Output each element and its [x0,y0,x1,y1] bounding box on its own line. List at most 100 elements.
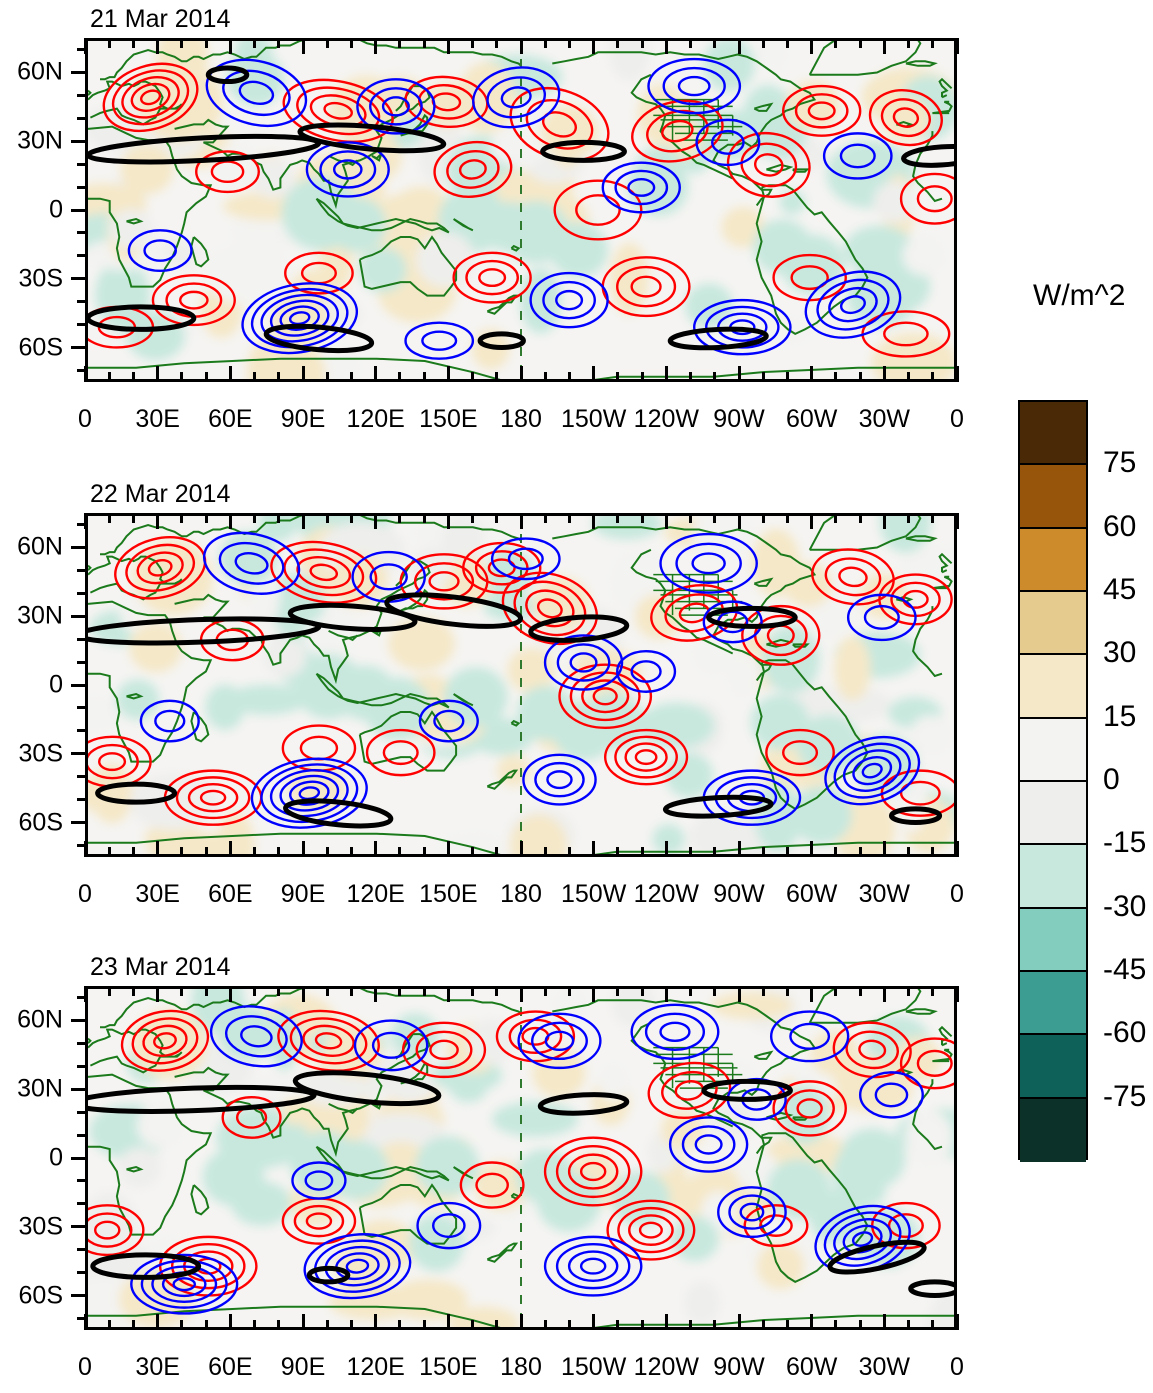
x-axis-tick [810,1314,814,1330]
colorbar-cell [1020,655,1086,719]
coastlines [88,516,954,854]
x-axis-minor-tick [713,38,717,48]
x-axis-tick-label: 180 [500,405,542,433]
x-axis-minor-tick [131,986,135,996]
x-axis-minor-tick [543,372,547,382]
x-axis-minor-tick [277,372,281,382]
x-axis-minor-tick [834,38,838,48]
x-axis-tick [83,1314,87,1330]
x-axis-minor-tick [640,847,644,857]
x-axis-minor-tick [931,986,935,996]
x-axis-tick-label: 150E [419,880,478,908]
x-axis-minor-tick [277,847,281,857]
x-axis-minor-tick [204,513,208,523]
x-axis-minor-tick [495,513,499,523]
y-axis-tick [71,1087,87,1091]
x-axis-minor-tick [398,986,402,996]
x-axis-minor-tick [277,986,281,996]
x-axis-tick [301,366,305,382]
x-axis-tick [374,986,378,1002]
x-axis-tick [446,366,450,382]
x-axis-tick-label: 0 [78,1353,92,1381]
x-axis-tick-label: 60E [208,1353,253,1381]
x-axis-minor-tick [640,1320,644,1330]
x-axis-minor-tick [495,986,499,996]
y-axis-minor-tick [77,798,87,802]
x-axis-minor-tick [543,513,547,523]
x-axis-minor-tick [422,847,426,857]
x-axis-minor-tick [689,38,693,48]
x-axis-tick-label: 120E [346,1353,405,1381]
x-axis-minor-tick [349,847,353,857]
x-axis-tick [737,986,741,1002]
y-axis-minor-tick [77,522,87,526]
x-axis-tick [955,38,959,54]
y-axis-minor-tick [77,93,87,97]
colorbar-cell [1020,782,1086,846]
x-axis-tick [519,38,523,54]
y-axis-tick [71,614,87,618]
x-axis-tick [446,38,450,54]
x-axis-minor-tick [931,1320,935,1330]
x-axis-minor-tick [858,38,862,48]
x-axis-minor-tick [398,513,402,523]
x-axis-tick [592,366,596,382]
x-axis-minor-tick [349,513,353,523]
colorbar-cell [1020,908,1086,972]
x-axis-minor-tick [640,986,644,996]
y-axis-minor-tick [77,369,87,373]
x-axis-minor-tick [858,847,862,857]
colorbar-cell [1020,718,1086,782]
x-axis-tick [519,1314,523,1330]
x-axis-tick [83,38,87,54]
x-axis-tick-label: 90E [280,880,326,908]
x-axis-tick [301,841,305,857]
y-axis-tick [71,1294,87,1298]
x-axis-minor-tick [616,847,620,857]
x-axis-minor-tick [907,986,911,996]
x-axis-tick [810,513,814,529]
x-axis-minor-tick [471,513,475,523]
x-axis-tick [301,986,305,1002]
x-axis-minor-tick [180,38,184,48]
x-axis-minor-tick [931,847,935,857]
x-axis-minor-tick [253,372,257,382]
x-axis-minor-tick [422,1320,426,1330]
x-axis-tick [156,986,160,1002]
y-axis-tick-label: 60S [18,333,63,362]
x-axis-tick [228,1314,232,1330]
x-axis-minor-tick [689,847,693,857]
y-axis-minor-tick [77,1179,87,1183]
x-axis-tick [810,366,814,382]
x-axis-tick [664,1314,668,1330]
y-axis-minor-tick [77,323,87,327]
x-axis-minor-tick [543,847,547,857]
x-axis-minor-tick [567,847,571,857]
x-axis-minor-tick [180,513,184,523]
x-axis-minor-tick [180,986,184,996]
x-axis-minor-tick [107,513,111,523]
x-axis-minor-tick [616,513,620,523]
x-axis-minor-tick [567,986,571,996]
x-axis-tick [810,38,814,54]
x-axis-minor-tick [834,513,838,523]
y-axis-tick [71,683,87,687]
x-axis-tick [228,38,232,54]
y-axis-minor-tick [77,660,87,664]
x-axis-minor-tick [349,38,353,48]
x-axis-minor-tick [907,38,911,48]
x-axis-tick-label: 0 [950,1353,964,1381]
x-axis-tick-label: 90E [280,405,326,433]
panel-title: 22 Mar 2014 [90,480,231,508]
x-axis-minor-tick [422,513,426,523]
x-axis-tick-label: 60E [208,405,253,433]
x-axis-minor-tick [398,1320,402,1330]
x-axis-tick [882,38,886,54]
x-axis-tick-label: 30W [858,405,911,433]
y-axis-tick [71,545,87,549]
x-axis-tick [882,841,886,857]
x-axis-minor-tick [398,38,402,48]
x-axis-minor-tick [277,1320,281,1330]
y-axis-minor-tick [77,1064,87,1068]
